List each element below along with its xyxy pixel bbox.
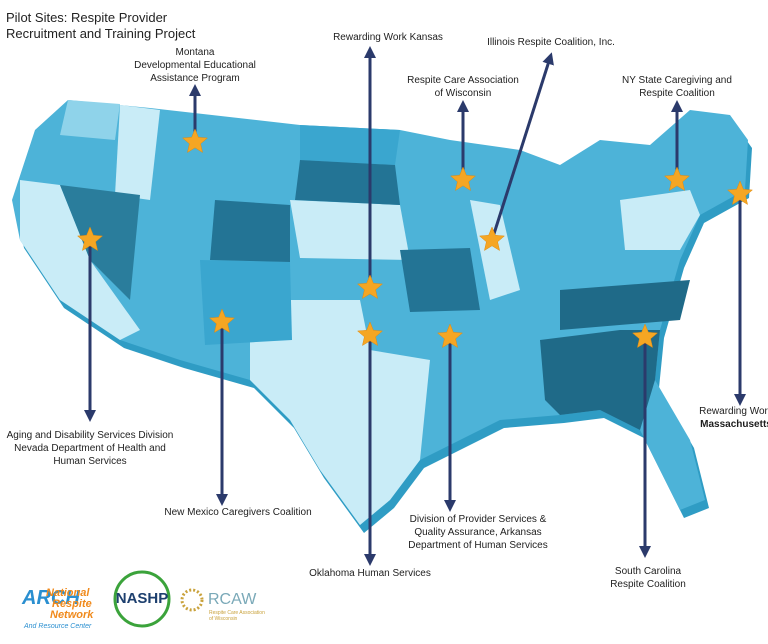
site-label: Aging and Disability Services Division xyxy=(7,430,174,441)
star xyxy=(436,323,464,349)
logo-text: Respite xyxy=(52,598,92,610)
logos: ARCH National Respite Network And Resour… xyxy=(21,570,265,630)
site-label: Rewarding Work xyxy=(699,406,768,417)
logo-sun xyxy=(180,588,204,612)
site-label: NY State Caregiving and xyxy=(622,75,732,86)
logo-arch: ARCH xyxy=(21,587,80,609)
star xyxy=(356,321,384,347)
site: Rewarding Work Kansas xyxy=(333,32,443,300)
site-label: Department of Human Services xyxy=(408,540,548,551)
site-label: Massachusetts xyxy=(700,419,768,430)
site: Division of Provider Services & Quality A… xyxy=(408,323,548,551)
us-map xyxy=(12,100,752,533)
site-label: Assistance Program xyxy=(150,73,239,84)
site: NY State Caregiving and Respite Coalition xyxy=(622,75,732,192)
site-label: Quality Assurance, Arkansas xyxy=(414,527,541,538)
arrow xyxy=(490,52,554,241)
site-label: Respite Care Association xyxy=(407,75,519,86)
star xyxy=(356,274,384,300)
site-label: Human Services xyxy=(53,456,126,467)
site: New Mexico Caregivers Coalition xyxy=(164,308,312,518)
site-label: Rewarding Work Kansas xyxy=(333,32,443,43)
star xyxy=(726,180,754,206)
site: Illinois Respite Coalition, Inc. xyxy=(478,37,615,252)
sites: Montana Developmental Educational Assistan… xyxy=(7,32,768,590)
site: Aging and Disability Services Division Ne… xyxy=(7,226,174,467)
site: Oklahoma Human Services xyxy=(309,321,431,579)
star xyxy=(631,323,659,349)
star xyxy=(208,308,236,334)
site-label: Illinois Respite Coalition, Inc. xyxy=(487,37,615,48)
logo-text: Network xyxy=(50,609,94,621)
site-label: Developmental Educational xyxy=(134,60,256,71)
site: Rewarding Work Massachusetts xyxy=(699,180,768,430)
logo-text: And Resource Center xyxy=(23,623,92,630)
site-label: Nevada Department of Health and xyxy=(14,443,166,454)
logo-rcaw: RCAW xyxy=(208,591,257,608)
site-label: of Wisconsin xyxy=(435,88,492,99)
logo-text: of Wisconsin xyxy=(209,616,238,622)
site-label: Division of Provider Services & xyxy=(410,514,547,525)
site-label: Respite Coalition xyxy=(639,88,715,99)
logo-nashp: NASHP xyxy=(116,590,169,607)
star xyxy=(449,166,477,192)
star xyxy=(478,226,506,252)
site-label: Oklahoma Human Services xyxy=(309,568,431,579)
site-label: Respite Coalition xyxy=(610,579,686,590)
star xyxy=(76,226,104,252)
site-label: South Carolina xyxy=(615,566,682,577)
title: Pilot Sites: Respite Provider xyxy=(6,10,168,25)
logo-ring xyxy=(113,570,171,628)
star xyxy=(181,128,209,154)
site: Montana Developmental Educational Assistan… xyxy=(134,47,256,154)
star xyxy=(663,166,691,192)
site-label: Montana xyxy=(176,47,215,58)
site: Respite Care Association of Wisconsin xyxy=(407,75,519,192)
logo-text: Respite Care Association xyxy=(209,610,265,616)
site-label: New Mexico Caregivers Coalition xyxy=(164,507,311,518)
site: South Carolina Respite Coalition xyxy=(610,323,686,590)
title: Recruitment and Training Project xyxy=(6,26,196,41)
logo-text: National xyxy=(46,587,90,599)
